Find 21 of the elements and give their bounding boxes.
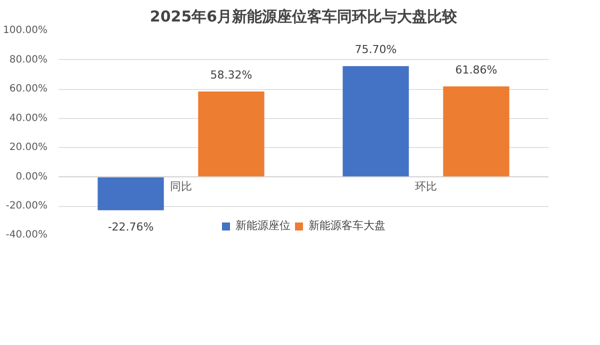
y-tick-label: 60.00% [9, 84, 48, 95]
x-tick-label: 同比 [170, 180, 192, 193]
data-label: 61.86% [455, 63, 498, 76]
bar [98, 176, 164, 210]
y-tick-label: 0.00% [16, 171, 48, 182]
data-label: -22.76% [108, 220, 154, 234]
legend-label: 新能源客车大盘 [308, 218, 386, 233]
legend-label: 新能源座位 [236, 218, 290, 233]
data-label: 75.70% [354, 43, 397, 56]
bar [443, 86, 510, 177]
y-tick-label: -20.00% [6, 200, 48, 212]
bar [342, 66, 409, 177]
y-tick-label: 100.00% [3, 25, 48, 36]
y-tick-label: 20.00% [9, 142, 48, 154]
x-tick-label: 环比 [415, 180, 437, 193]
y-tick-label: 40.00% [9, 112, 48, 124]
y-tick-label: 80.00% [9, 54, 48, 66]
bar [198, 92, 264, 177]
data-label: 58.32% [210, 68, 252, 82]
chart-title: 2025年6月新能源座位客车同环比与大盘比较 [150, 8, 458, 26]
y-tick-label: -40.00% [6, 230, 48, 240]
